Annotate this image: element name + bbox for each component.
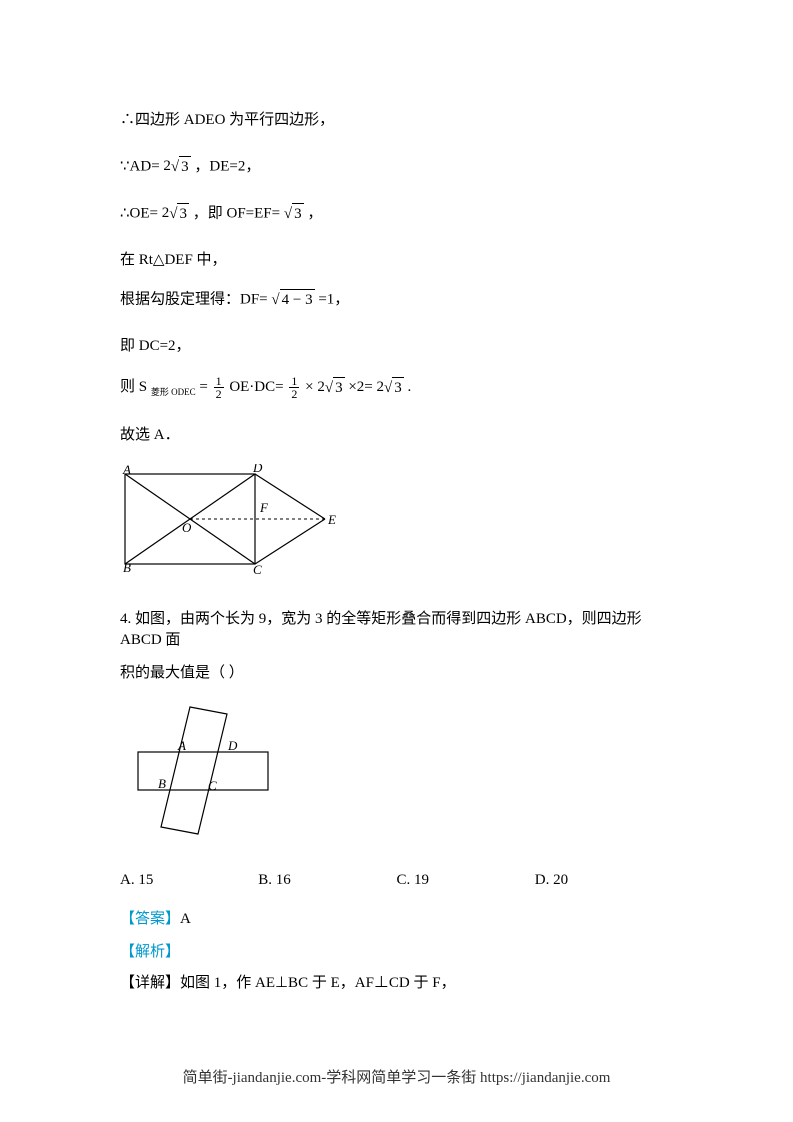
option-a: A. 15: [120, 872, 258, 889]
svg-text:B: B: [123, 560, 131, 574]
question-4-cont: 积的最大值是（ ）: [120, 663, 673, 684]
question-text: 如图，由两个长为 9，宽为 3 的全等矩形叠合而得到四边形 ABCD，则四边形 …: [120, 611, 642, 648]
expr: 23: [376, 379, 403, 395]
question-number: 4.: [120, 611, 131, 627]
diagram-parallelogram: A B C D E F O: [120, 464, 673, 579]
answer-label: 【答案】: [120, 911, 180, 927]
svg-text:A: A: [122, 464, 131, 477]
text: ×2=: [348, 379, 372, 395]
proof-line-2: ∵AD= 23 ，DE=2，: [120, 156, 673, 178]
option-d: D. 20: [535, 872, 673, 889]
proof-line-7: 则 S 菱形 ODEC = 12 OE·DC= 12 × 23 ×2= 23 .: [120, 375, 673, 400]
text: .: [407, 379, 411, 395]
fraction: 12: [289, 375, 299, 400]
answer-options: A. 15 B. 16 C. 19 D. 20: [120, 872, 673, 889]
proof-line-4: 在 Rt△DEF 中，: [120, 250, 673, 271]
text: 则 S: [120, 379, 151, 395]
analysis-label: 【解析】: [120, 940, 673, 961]
svg-text:D: D: [252, 464, 263, 475]
answer-value: A: [180, 911, 191, 927]
svg-text:A: A: [177, 738, 186, 753]
text: ∵AD=: [120, 158, 160, 174]
proof-line-5: 根据勾股定理得：DF= 4 − 3 =1，: [120, 289, 673, 311]
svg-text:C: C: [253, 562, 262, 574]
svg-text:E: E: [327, 512, 336, 527]
svg-text:C: C: [208, 778, 217, 793]
text: ×: [305, 379, 313, 395]
text: ∴OE=: [120, 205, 158, 221]
svg-text:B: B: [158, 776, 166, 791]
proof-line-1: ∴四边形 ADEO 为平行四边形，: [120, 110, 673, 131]
detail-line: 【详解】如图 1，作 AE⊥BC 于 E，AF⊥CD 于 F，: [120, 973, 673, 994]
expr: 4 − 3: [271, 291, 314, 307]
text: =1，: [318, 291, 349, 307]
proof-line-3: ∴OE= 23 ，即 OF=EF= 3 ，: [120, 203, 673, 225]
subscript: 菱形 ODEC: [151, 387, 196, 397]
svg-text:D: D: [227, 738, 238, 753]
text: ，: [307, 205, 322, 221]
svg-text:O: O: [182, 520, 192, 535]
proof-line-6: 即 DC=2，: [120, 336, 673, 357]
text: ，DE=2，: [194, 158, 260, 174]
text: ，即 OF=EF=: [193, 205, 280, 221]
svg-text:F: F: [259, 500, 269, 515]
proof-line-8: 故选 A．: [120, 425, 673, 446]
option-b: B. 16: [258, 872, 396, 889]
option-c: C. 19: [397, 872, 535, 889]
fraction: 12: [214, 375, 224, 400]
answer-line: 【答案】A: [120, 907, 673, 928]
expr: 23: [162, 205, 189, 221]
text: OE·DC=: [229, 379, 283, 395]
text: 根据勾股定理得：DF=: [120, 291, 268, 307]
page-footer: 简单街-jiandanjie.com-学科网简单学习一条街 https://ji…: [0, 1066, 793, 1087]
expr: 23: [163, 158, 190, 174]
question-4: 4. 如图，由两个长为 9，宽为 3 的全等矩形叠合而得到四边形 ABCD，则四…: [120, 609, 673, 651]
text: =: [199, 379, 207, 395]
diagram-rectangles: A B C D: [130, 702, 673, 847]
expr: 3: [284, 205, 304, 221]
expr: 23: [317, 379, 344, 395]
